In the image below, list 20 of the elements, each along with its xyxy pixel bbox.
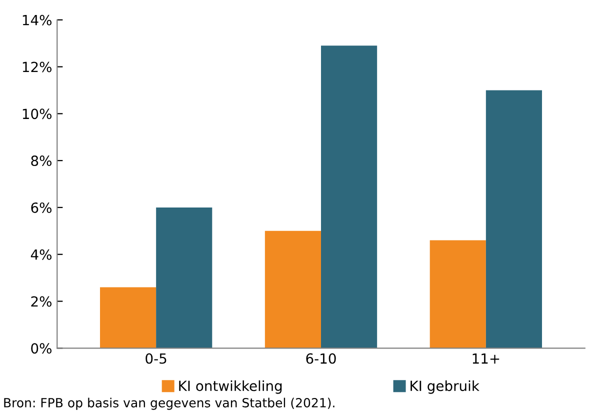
- y-tick-label: 6%: [31, 202, 52, 213]
- x-tick-label: 0-5: [146, 353, 166, 364]
- y-tick-label: 14%: [22, 14, 52, 26]
- legend-label: KI ontwikkeling: [179, 380, 282, 394]
- y-tick-label: 10%: [22, 108, 52, 120]
- y-tick-label: 2%: [31, 296, 52, 307]
- bar: [100, 287, 156, 348]
- text: Bron: FPB op basis van gegevens van Statbel (2021).: [4, 398, 334, 410]
- bar: [156, 207, 212, 348]
- x-tick-label: 11+: [472, 353, 500, 364]
- y-tick-label: 4%: [30, 249, 52, 260]
- x-tick-label: 6-10: [306, 353, 336, 364]
- bar: [264, 230, 322, 348]
- y-tick-label: 12%: [22, 62, 52, 72]
- y-tick-label: 0%: [31, 343, 52, 354]
- bar: [321, 46, 378, 348]
- bar: [430, 240, 486, 348]
- y-tick-label: 8%: [31, 156, 52, 166]
- legend-label: KI gebruik: [410, 380, 480, 394]
- bar: [486, 90, 542, 348]
